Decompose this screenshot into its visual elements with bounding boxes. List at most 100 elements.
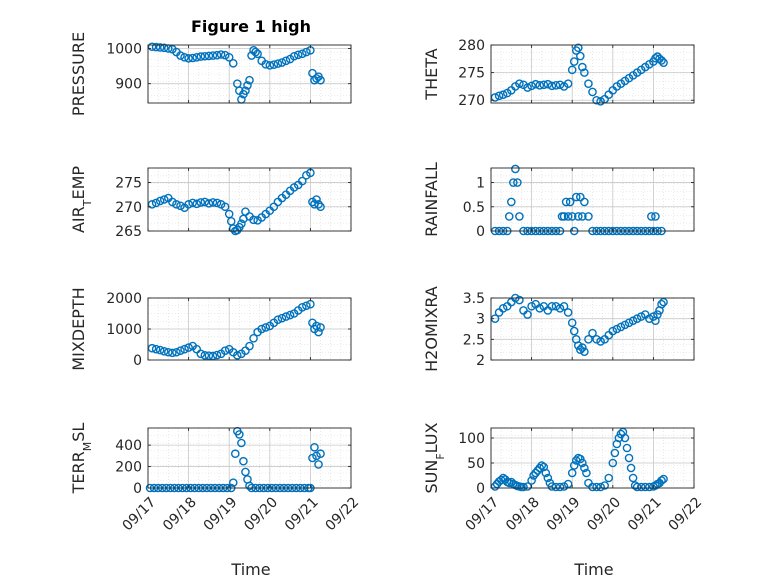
data-point: [559, 212, 569, 221]
data-point: [569, 461, 579, 470]
data-point: [630, 481, 640, 490]
y-tick-label: 1000: [106, 322, 142, 338]
y-tick-label: 0: [476, 481, 485, 497]
data-point: [539, 80, 549, 90]
data-point: [612, 324, 622, 334]
data-point: [220, 346, 230, 356]
data-point: [163, 347, 173, 357]
data-point: [624, 318, 634, 328]
data-point: [535, 81, 545, 90]
data-point: [289, 51, 299, 61]
y-tick-label: 200: [115, 460, 142, 476]
data-point: [584, 335, 593, 344]
data-point: [293, 50, 303, 60]
data-point: [308, 453, 317, 463]
data-point: [578, 343, 587, 352]
data-point: [610, 448, 620, 458]
y-tick-label: 2.5: [463, 332, 485, 348]
data-point: [523, 482, 532, 491]
data-point: [578, 458, 587, 468]
x-tick-label: 09/22: [665, 494, 705, 534]
data-point: [653, 310, 662, 319]
data-point: [297, 49, 307, 59]
data-point: [147, 200, 157, 209]
data-point: [657, 299, 666, 309]
data-point: [588, 328, 597, 338]
data-point: [622, 443, 632, 453]
data-point: [176, 346, 185, 356]
data-point: [592, 335, 601, 344]
data-point: [651, 212, 660, 221]
data-point: [541, 468, 551, 478]
data-point: [592, 95, 601, 105]
data-point: [316, 75, 325, 85]
data-point: [237, 438, 246, 448]
data-point: [200, 197, 210, 207]
y-axis-label: H2OMIXRA: [422, 286, 441, 372]
data-point: [580, 347, 589, 357]
data-point: [626, 463, 636, 473]
y-tick-label: 2000: [106, 291, 142, 307]
data-point: [196, 349, 206, 359]
data-point: [624, 453, 634, 463]
subplot-theta: 270 275 280 THETA: [422, 38, 695, 109]
data-point: [241, 86, 250, 95]
y-tick-label: 100: [458, 431, 485, 447]
data-point: [515, 295, 524, 305]
data-point: [547, 301, 557, 311]
data-point: [316, 449, 325, 459]
data-point: [155, 345, 165, 355]
y-tick-label: 275: [115, 176, 142, 192]
data-point: [567, 212, 577, 221]
data-point: [555, 80, 565, 90]
axes-box: [147, 44, 352, 104]
data-point: [228, 224, 238, 233]
figure-title: Figure 1 high: [191, 17, 311, 36]
axes-box: [490, 44, 695, 104]
minor-grid: [490, 428, 695, 488]
data-point: [273, 59, 283, 68]
data-point: [159, 347, 169, 356]
data-point: [535, 463, 545, 473]
data-point: [657, 476, 666, 485]
data-point: [523, 310, 532, 319]
data-point: [257, 324, 266, 334]
data-point: [547, 482, 557, 491]
data-point: [640, 482, 650, 492]
data-point: [498, 90, 508, 100]
x-tick-label: 09/20: [584, 494, 624, 534]
y-tick-label: 0: [476, 224, 485, 240]
data-point: [204, 51, 214, 61]
y-tick-label: 0: [133, 353, 142, 369]
y-axis-label: PRESSURE: [69, 32, 88, 116]
y-axis-label: AIRTEMP: [69, 166, 94, 233]
y-tick-label: 900: [115, 77, 142, 93]
data-point: [600, 481, 609, 490]
data-point: [636, 482, 646, 492]
data-point: [230, 449, 240, 459]
data-point: [535, 304, 545, 313]
data-point: [608, 326, 618, 336]
data-point: [314, 200, 323, 209]
data-point: [147, 343, 157, 353]
data-point: [578, 212, 587, 221]
x-tick-label: 09/19: [544, 494, 584, 534]
data-point: [147, 42, 157, 52]
data-point: [578, 62, 587, 72]
data-point: [551, 301, 561, 311]
data-point: [249, 333, 258, 343]
minor-grid: [147, 168, 352, 231]
data-point: [543, 79, 553, 89]
data-point: [188, 198, 197, 208]
data-point: [245, 75, 254, 85]
data-point: [580, 197, 589, 207]
data-point: [302, 47, 311, 57]
data-point: [645, 482, 654, 492]
y-tick-label: 1: [476, 176, 485, 192]
x-tick-label: 09/18: [503, 494, 543, 534]
axes-box: [490, 427, 695, 489]
data-point: [172, 200, 181, 209]
y-tick-label: 270: [458, 93, 485, 109]
x-tick-label: 09/18: [160, 494, 200, 534]
